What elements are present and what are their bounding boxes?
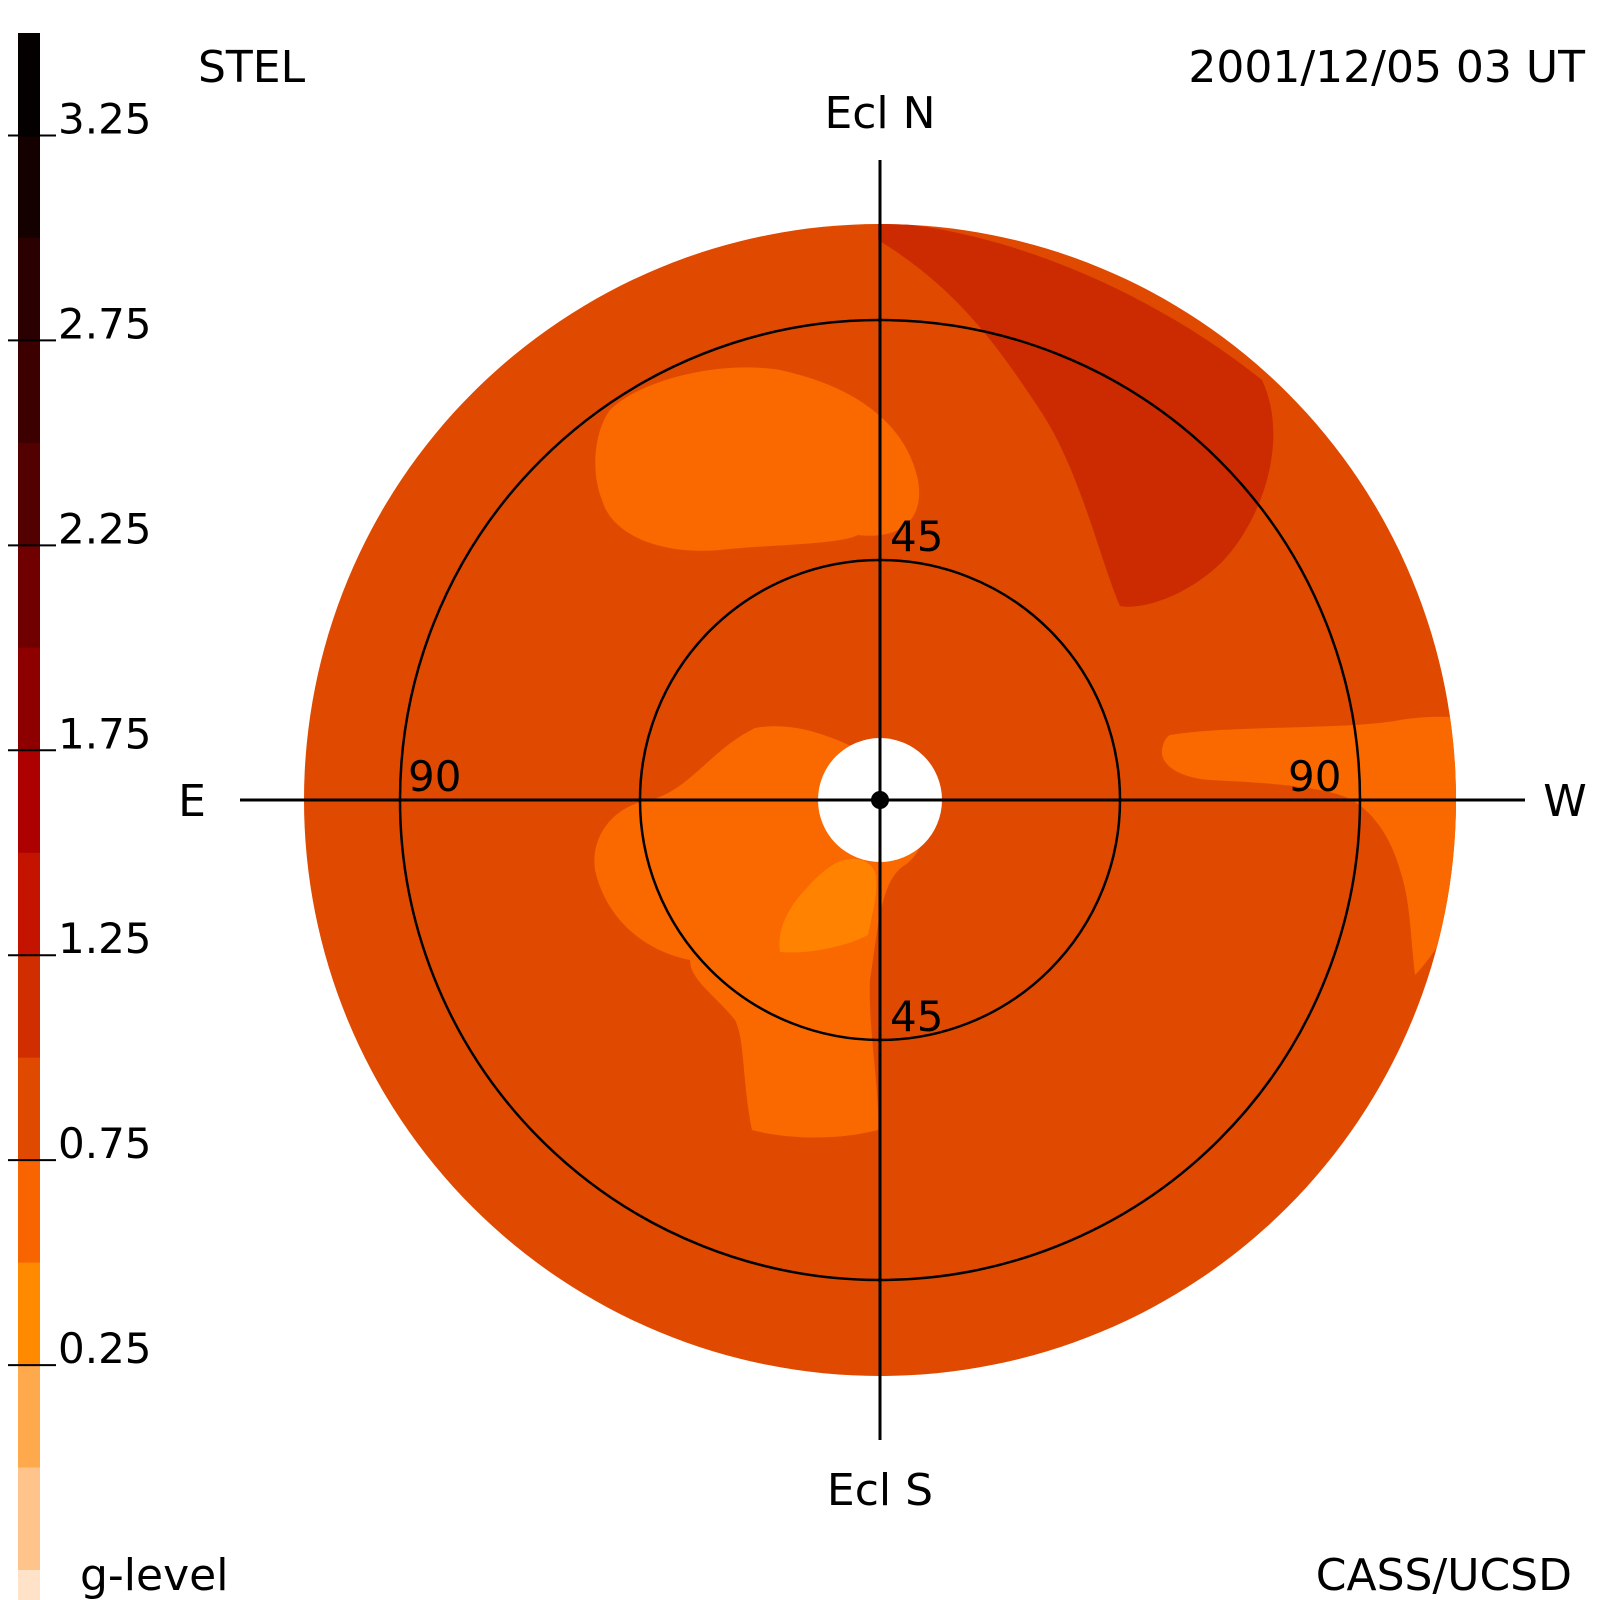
colorbar-band	[18, 852, 40, 956]
colorbar-tick-label: 2.25	[58, 504, 152, 553]
region-north-west-high	[878, 224, 1274, 607]
colorbar-tick-label: 3.25	[58, 94, 152, 143]
region-north-east-low	[595, 367, 920, 551]
colorbar-tick-label: 1.75	[58, 709, 152, 758]
sun-center-marker	[871, 791, 889, 809]
colorbar-tick-label: 2.75	[58, 299, 152, 348]
footer-right-label: CASS/UCSD	[1316, 1550, 1572, 1600]
colorbar-band	[18, 647, 40, 751]
header-left-title: STEL	[198, 42, 306, 93]
footer-left-label: g-level	[80, 1550, 228, 1600]
colorbar-band	[18, 135, 40, 239]
colorbar-band	[18, 1057, 40, 1161]
colorbar-band	[18, 1160, 40, 1264]
colorbar-tick-label: 1.25	[58, 914, 152, 963]
colorbar-band	[18, 955, 40, 1059]
colorbar-band	[18, 1365, 40, 1469]
ring-label-90-left: 90	[408, 752, 461, 801]
colorbar-band	[18, 1467, 40, 1571]
label-ecliptic-north: Ecl N	[824, 88, 935, 139]
ring-label-45-top: 45	[890, 512, 943, 561]
colorbar-band	[18, 750, 40, 854]
colorbar: 3.25 2.75 2.25 1.75 1.25 0.75 0.25	[8, 33, 152, 1600]
colorbar-tick-label: 0.75	[58, 1119, 152, 1168]
label-east: E	[178, 776, 206, 827]
region-west-low	[1161, 716, 1456, 975]
ring-label-90-right: 90	[1288, 752, 1341, 801]
colorbar-band	[18, 442, 40, 546]
colorbar-band	[18, 545, 40, 649]
colorbar-band	[18, 1570, 40, 1600]
colorbar-tick-label: 0.25	[58, 1324, 152, 1373]
label-west: W	[1543, 776, 1587, 827]
colorbar-band	[18, 340, 40, 444]
region-center-lowest	[779, 858, 877, 953]
label-ecliptic-south: Ecl S	[827, 1465, 933, 1516]
colorbar-band	[18, 237, 40, 341]
ring-label-45-bottom: 45	[890, 992, 943, 1041]
header-right-title: 2001/12/05 03 UT	[1188, 42, 1585, 93]
colorbar-band	[18, 33, 40, 136]
colorbar-band	[18, 1262, 40, 1366]
